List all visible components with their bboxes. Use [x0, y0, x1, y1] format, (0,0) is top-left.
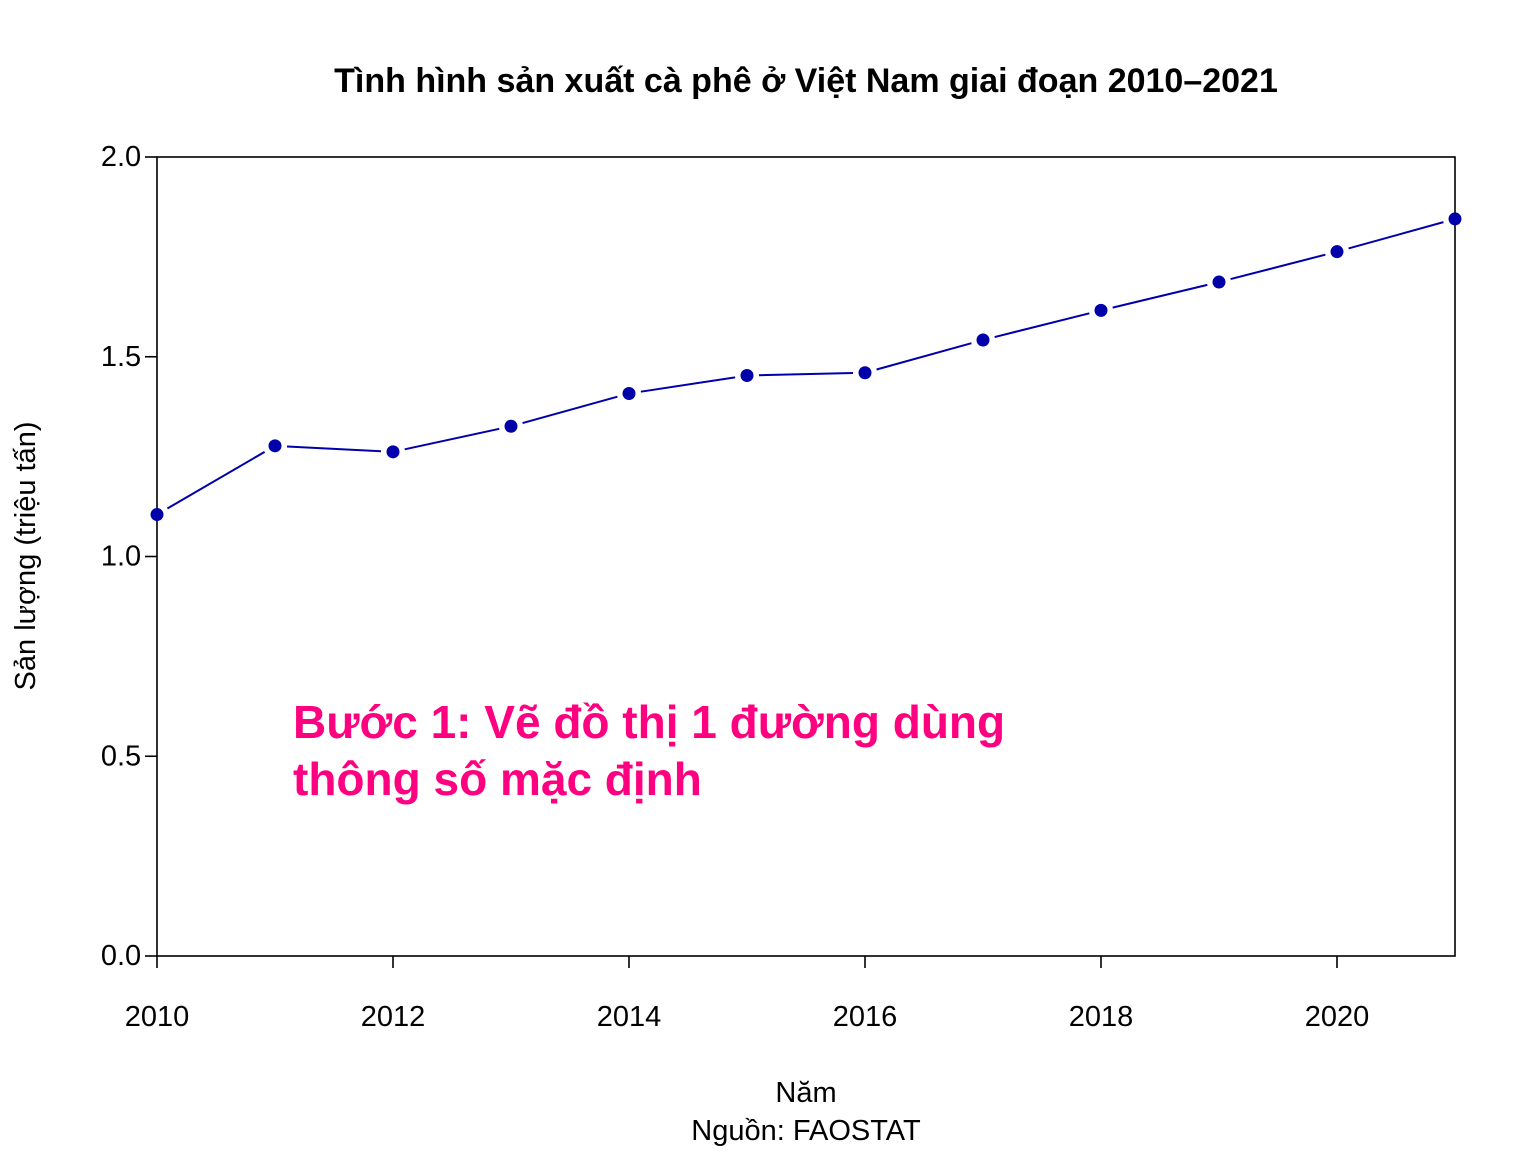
y-tick-label: 0.0 [101, 940, 141, 972]
x-tick-label: 2016 [833, 1001, 898, 1033]
x-tick-label: 2010 [125, 1001, 190, 1033]
series-line-segment [522, 395, 618, 425]
data-point [622, 387, 636, 401]
series-line-segment [1348, 221, 1444, 250]
series-line-segment [286, 445, 382, 453]
data-point [740, 369, 754, 383]
x-tick-label: 2018 [1069, 1001, 1134, 1033]
data-point [1094, 303, 1108, 317]
series-line-segment [404, 427, 500, 451]
y-axis-label: Sản lượng (triệu tấn) [10, 422, 42, 691]
x-tick-label: 2012 [361, 1001, 426, 1033]
series-line-segment [640, 376, 736, 393]
data-point [1330, 245, 1344, 259]
series-line-segment [1230, 253, 1326, 281]
chart-title: Tình hình sản xuất cà phê ở Việt Nam gia… [334, 62, 1278, 100]
plot-frame [156, 156, 1456, 957]
y-tick-label: 2.0 [101, 141, 141, 173]
y-axis: 0.0 0.5 1.0 1.5 2.0 [101, 141, 157, 972]
x-tick-label: 2014 [597, 1001, 662, 1033]
chart-caption: Nguồn: FAOSTAT [691, 1115, 921, 1147]
data-point [1212, 275, 1226, 289]
x-axis: 2010 2012 2014 2016 2018 2020 [125, 956, 1370, 1033]
annotation-line-1: Bước 1: Vẽ đồ thị 1 đường dùng [293, 696, 1005, 748]
data-point [268, 439, 282, 453]
x-tick-label: 2020 [1305, 1001, 1370, 1033]
data-point [504, 419, 518, 433]
series-line-segment [876, 342, 972, 371]
data-point [976, 333, 990, 347]
series-line-segment [1112, 283, 1208, 309]
data-point [1448, 212, 1462, 226]
series-layer [150, 212, 1462, 522]
series-line-segment [994, 312, 1090, 339]
y-tick-label: 1.0 [101, 541, 141, 573]
series-line-segment [166, 451, 266, 510]
data-point [858, 366, 872, 380]
y-tick-label: 0.5 [101, 740, 141, 772]
series-line-segment [758, 372, 854, 377]
x-axis-label: Năm [775, 1077, 836, 1109]
data-point [386, 445, 400, 459]
annotation-line-2: thông số mặc định [293, 753, 702, 805]
y-tick-label: 1.5 [101, 341, 141, 373]
data-point [150, 508, 164, 522]
